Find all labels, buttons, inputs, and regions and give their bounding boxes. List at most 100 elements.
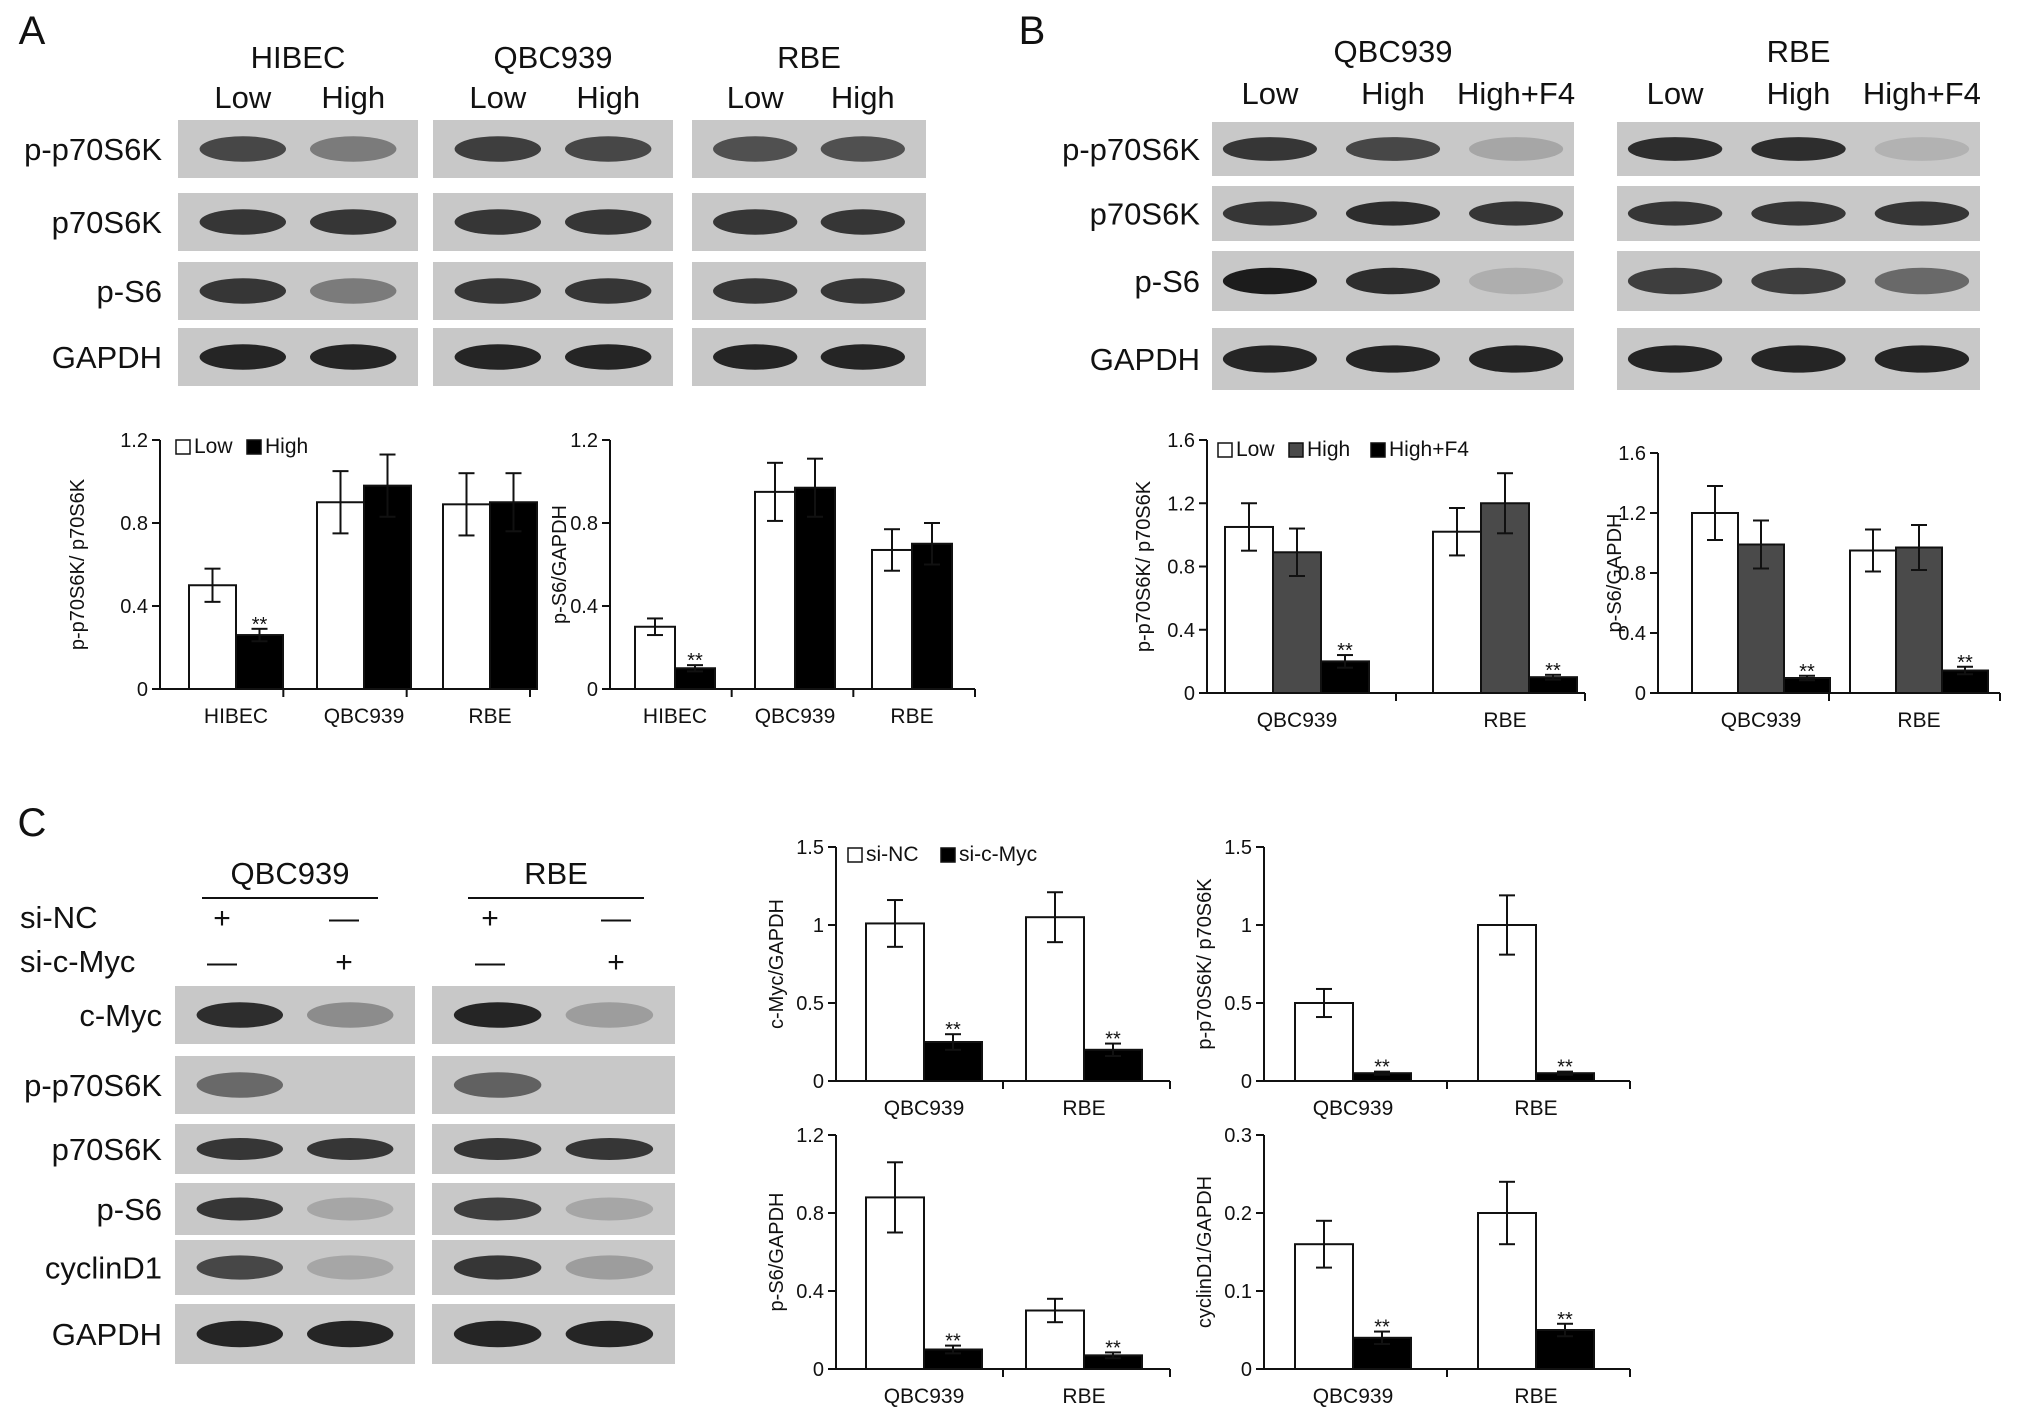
- blot-band: [1627, 201, 1723, 226]
- panel-letter-B: B: [1019, 9, 1046, 53]
- protein-label-p-p70s6k: p-p70S6K: [24, 132, 162, 167]
- blot-strip-p70s6k: [1212, 186, 1574, 241]
- blot-header-RBE: RBE: [1767, 34, 1831, 69]
- y-axis-label: p-S6/GAPDH: [1604, 514, 1626, 633]
- significance-marker: **: [1374, 1317, 1390, 1339]
- blot-band: [1874, 201, 1970, 226]
- y-tick-label: 0: [1635, 683, 1646, 705]
- blot-strip-gapdh: [692, 328, 926, 386]
- x-tick-label-qbc939: QBC939: [1313, 1385, 1394, 1408]
- y-tick-label: 0.4: [570, 596, 598, 618]
- significance-marker: **: [945, 1331, 961, 1353]
- protein-label-p70s6k: p70S6K: [52, 205, 163, 240]
- blot-band: [565, 1197, 654, 1221]
- blot-strip-p-p70s6k: [433, 120, 673, 178]
- blot-header-QBC939: QBC939: [231, 856, 350, 891]
- blot-band: [1627, 267, 1723, 295]
- y-tick-label: 1: [813, 915, 824, 937]
- legend-swatch-high: [246, 439, 262, 455]
- blot-band: [199, 278, 286, 304]
- blot-band: [1627, 345, 1723, 373]
- blot-strip-gapdh: [432, 1304, 675, 1364]
- blot-band: [196, 1320, 283, 1348]
- blot-header-HIBEC: HIBEC: [251, 40, 346, 75]
- blot-band: [196, 1138, 283, 1160]
- treatment-label-si-c-myc: si-c-Myc: [20, 944, 135, 979]
- blot-strip-p-p70s6k: [178, 120, 418, 178]
- blot-band: [307, 1320, 394, 1348]
- bar-chart-a2: 0 0.4 0.8 1.2 HIBEC QBC939 RBE p-S6/GAPDH **: [549, 430, 976, 728]
- significance-marker: **: [1105, 1029, 1121, 1051]
- legend-swatch-si-c-myc: [940, 847, 956, 863]
- blot-band: [199, 209, 286, 235]
- protein-label-p70s6k: p70S6K: [52, 1132, 163, 1167]
- bar-low-rbe: [871, 548, 913, 690]
- blot-band: [820, 278, 905, 304]
- protein-label-p-p70s6k: p-p70S6K: [24, 1068, 162, 1103]
- blot-strip-gapdh: [1212, 328, 1574, 390]
- x-tick-label-rbe: RBE: [468, 705, 511, 728]
- blot-strip-p-p70s6k: [432, 1056, 675, 1114]
- treatment-mark: —: [207, 946, 237, 979]
- y-axis-label: c-Myc/GAPDH: [766, 899, 788, 1029]
- y-tick-label: 1.6: [1167, 430, 1195, 452]
- y-tick-label: 0: [1241, 1359, 1252, 1381]
- lane-label-low: Low: [1241, 76, 1298, 111]
- y-axis-label: cyclinD1/GAPDH: [1194, 1176, 1216, 1328]
- y-tick-label: 0.4: [1618, 623, 1646, 645]
- lane-label-high+f4: High+F4: [1863, 76, 1981, 111]
- x-tick-label-qbc939: QBC939: [1313, 1097, 1394, 1120]
- y-tick-label: 0: [1184, 683, 1195, 705]
- x-tick-label-rbe: RBE: [890, 705, 933, 728]
- blot-band: [453, 1197, 542, 1221]
- protein-label-cyclind1: cyclinD1: [45, 1251, 162, 1286]
- bar-chart-b1: 0 0.4 0.8 1.2 1.6 QBC939 RBE p-p70S6K/ p70S6K **…: [1133, 430, 1586, 732]
- y-tick-label: 0.2: [1224, 1203, 1252, 1225]
- legend-swatch-low: [1217, 442, 1233, 458]
- blot-band: [196, 1072, 283, 1098]
- blot-band: [713, 344, 798, 370]
- bar-chart-c4: 0 0.1 0.2 0.3 QBC939 RBE cyclinD1/GAPDH ** **: [1194, 1125, 1631, 1408]
- y-tick-label: 1: [1241, 915, 1252, 937]
- x-tick-label-rbe: RBE: [1514, 1385, 1557, 1408]
- blot-band: [1874, 267, 1970, 295]
- significance-marker: **: [1105, 1337, 1121, 1359]
- y-tick-label: 0.8: [570, 513, 598, 535]
- blot-band: [1345, 201, 1441, 226]
- blot-band: [1751, 345, 1846, 373]
- blot-strip-gapdh: [178, 328, 418, 386]
- treatment-label-si-nc: si-NC: [20, 900, 98, 935]
- blot-band: [310, 344, 397, 370]
- y-tick-label: 0: [587, 679, 598, 701]
- blot-band: [1345, 345, 1441, 373]
- significance-marker: **: [687, 650, 703, 672]
- bar-chart-b2: 0 0.4 0.8 1.2 1.6 QBC939 RBE p-S6/GAPDH ** **: [1604, 443, 2001, 732]
- blot-strip-gapdh: [175, 1304, 415, 1364]
- blot-band: [1874, 345, 1970, 373]
- lane-label-low: Low: [469, 80, 526, 115]
- bar-chart-a1: 0 0.4 0.8 1.2 HIBEC QBC939 RBE p-p70S6K/ p70S6K…: [67, 430, 538, 728]
- protein-label-p70s6k: p70S6K: [1090, 197, 1201, 232]
- blot-band: [1469, 201, 1564, 226]
- blot-band: [196, 1002, 283, 1028]
- blot-band: [1222, 345, 1317, 373]
- bar-high-rbe: [911, 542, 953, 690]
- lane-label-high: High: [831, 80, 895, 115]
- blot-band: [199, 344, 286, 370]
- y-tick-label: 0.8: [1618, 563, 1646, 585]
- legend-label-high+f4: High+F4: [1389, 438, 1469, 461]
- significance-marker: **: [1957, 652, 1973, 674]
- blot-band: [453, 1320, 542, 1348]
- legend-label-high: High: [265, 435, 308, 458]
- blot-strip-gapdh: [1617, 328, 1980, 390]
- x-tick-label-qbc939: QBC939: [1721, 709, 1802, 732]
- blot-band: [820, 209, 905, 235]
- blot-strip-p70s6k: [1617, 186, 1980, 241]
- y-tick-label: 0.8: [1167, 557, 1195, 579]
- significance-marker: **: [1374, 1057, 1390, 1079]
- y-axis-label: p-p70S6K/ p70S6K: [67, 478, 89, 650]
- blot-band: [307, 1197, 394, 1221]
- blot-band: [307, 1255, 394, 1280]
- y-tick-label: 0.8: [120, 513, 148, 535]
